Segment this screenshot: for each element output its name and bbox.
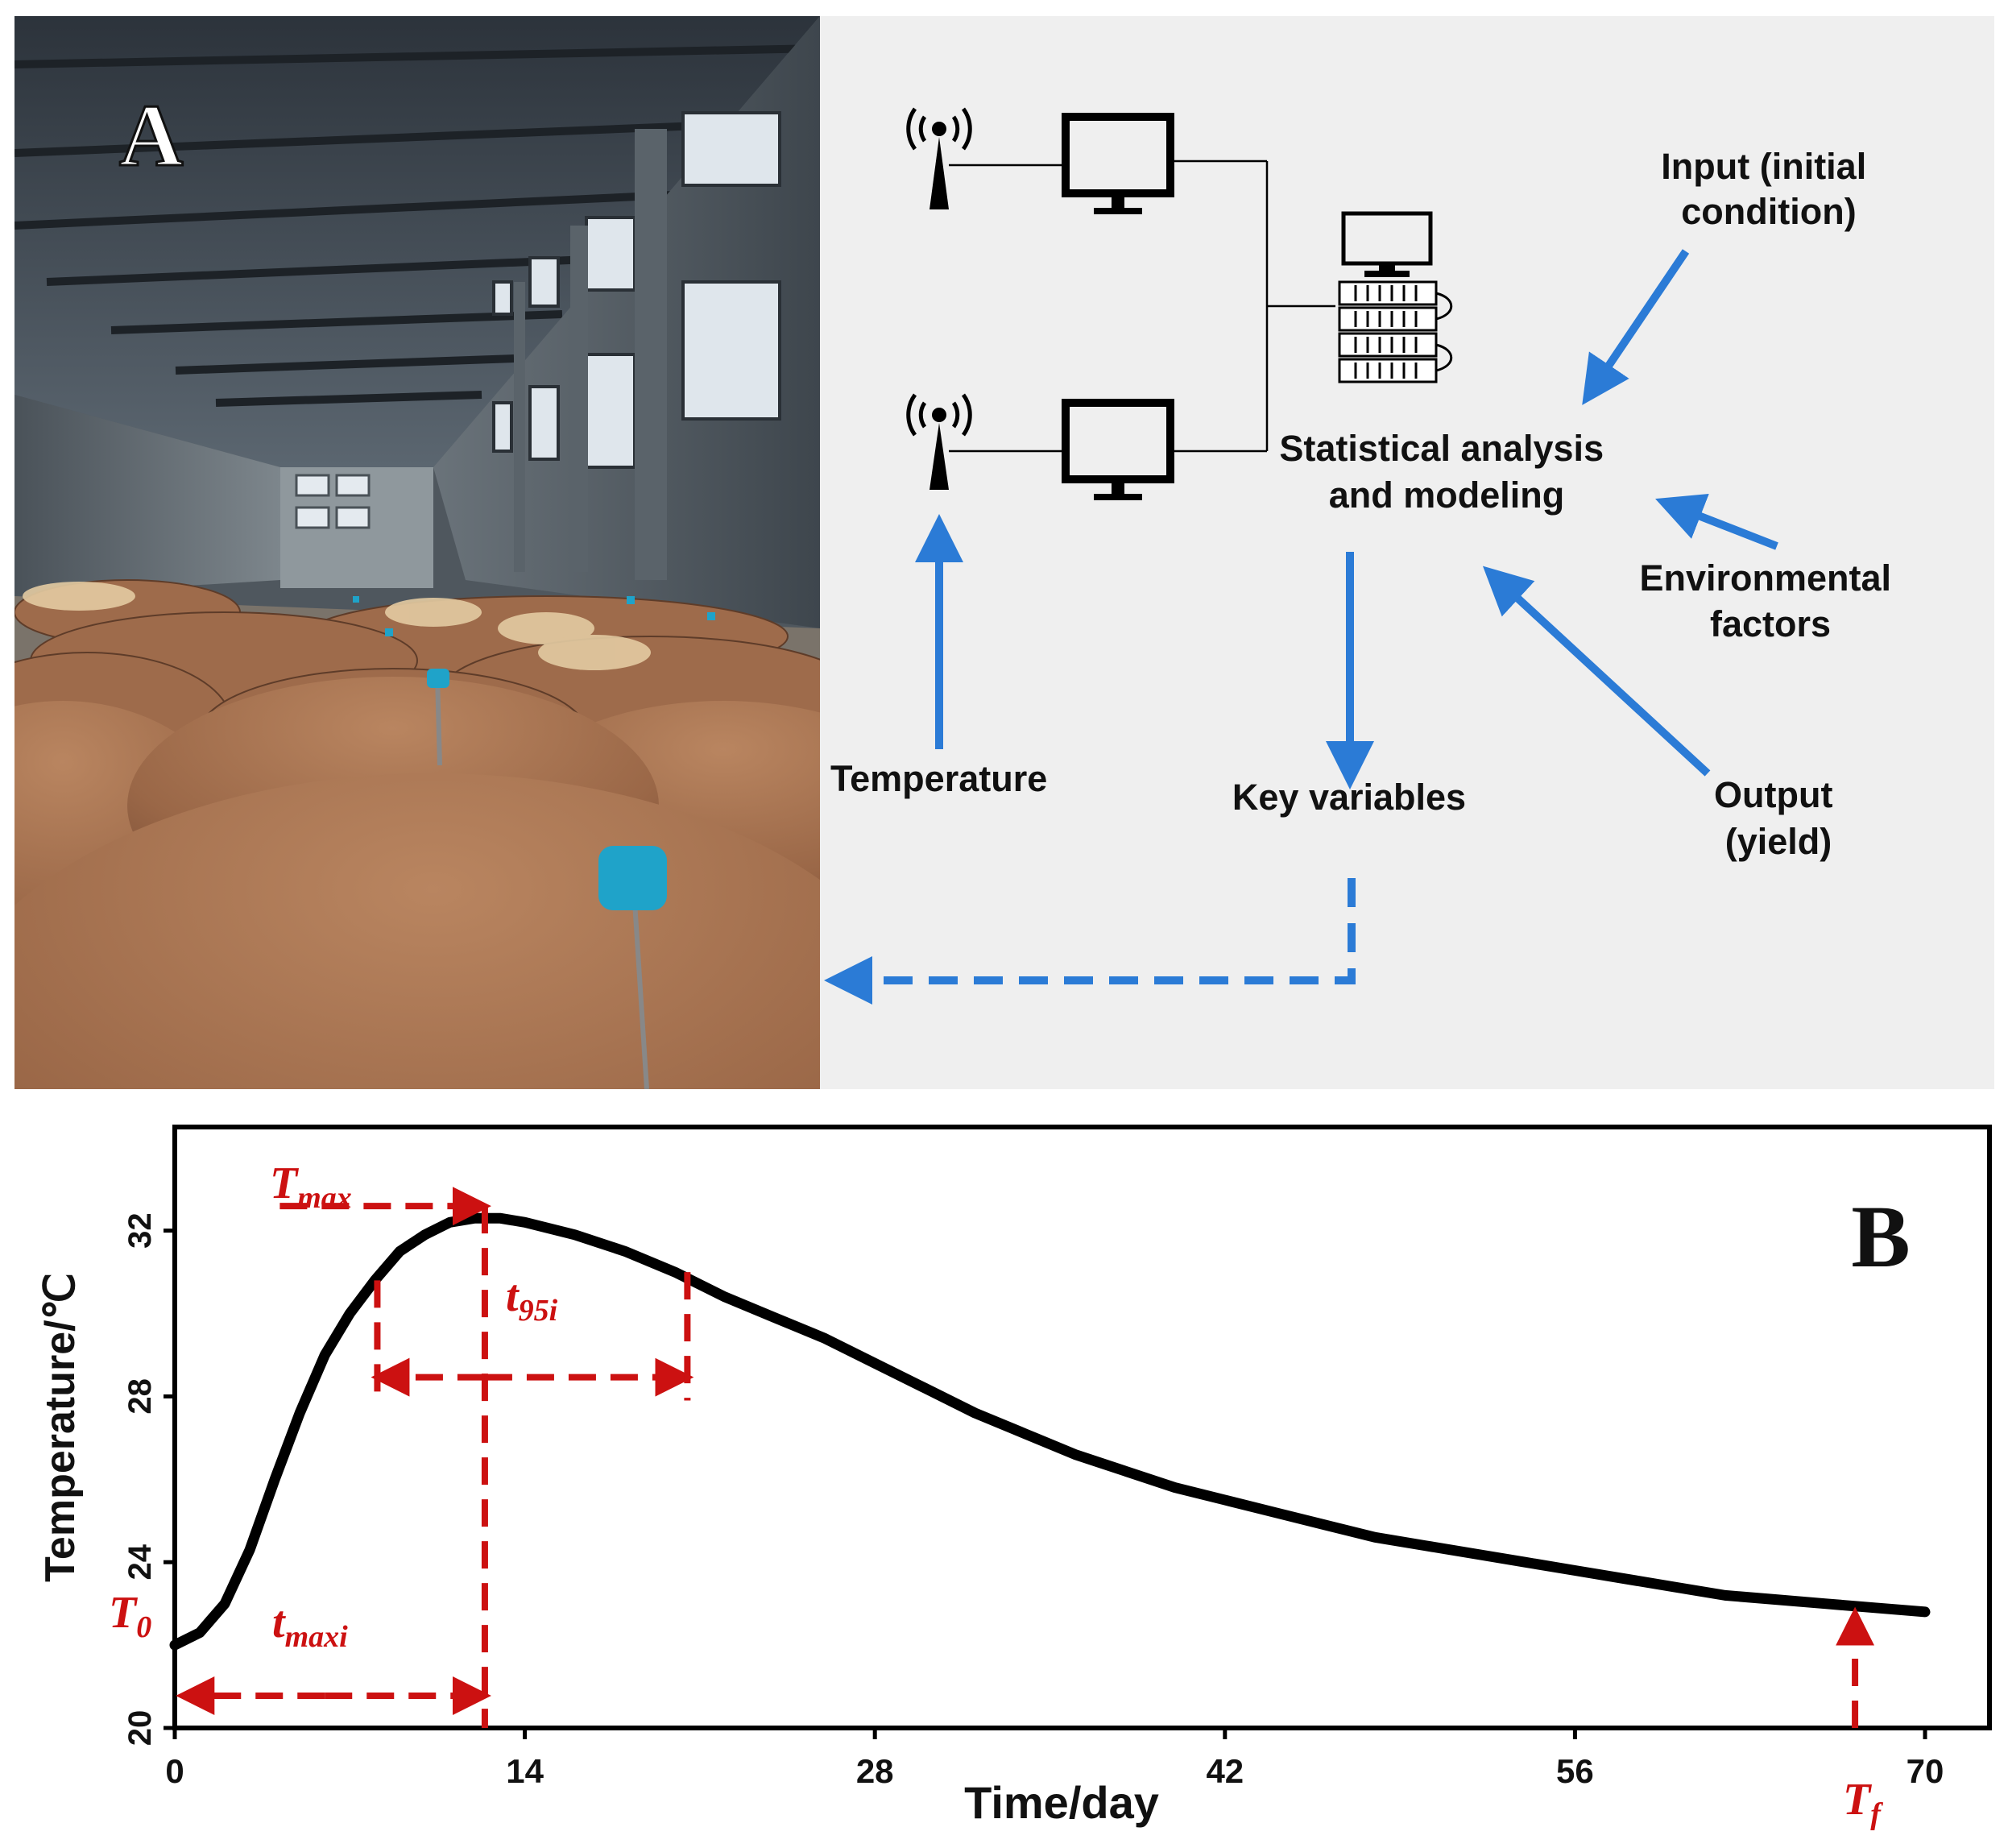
x-tick-label: 56	[1556, 1752, 1594, 1790]
annotation-lines	[176, 1187, 1875, 1728]
y-tick-label: 32	[122, 1212, 158, 1249]
t-maxi-label: tmaxi	[272, 1597, 348, 1654]
panel-b: 0 14 28 42 56 70 20 24 28 32 B Time/day Temperatu…	[0, 1089, 2008, 1844]
temperature-series-line	[169, 1212, 1931, 1651]
x-tick-label: 28	[856, 1752, 894, 1790]
connector-lines	[949, 160, 1335, 453]
environmental-factors-label: Environmental factors	[1639, 557, 1901, 644]
key-variables-label: Key variables	[1232, 777, 1466, 818]
feedback-arrow	[824, 878, 1356, 1005]
antenna-icon	[906, 107, 972, 209]
y-tick-label: 20	[122, 1710, 158, 1746]
warehouse-photo: A	[14, 16, 820, 1089]
diagram-background	[820, 16, 1994, 1089]
output-arrow	[1482, 566, 1711, 777]
x-tick-label: 0	[165, 1752, 184, 1790]
monitoring-diagram: Input (initial condition) Environmental …	[824, 107, 1901, 1005]
x-tick-label: 70	[1907, 1752, 1944, 1790]
y-tick-label: 24	[122, 1543, 158, 1580]
antenna-icon	[906, 393, 972, 490]
input-arrow	[1582, 249, 1690, 405]
t-max-label: Tmax	[270, 1158, 352, 1215]
panel-a-label-layer: A	[118, 85, 184, 186]
warehouse-photo-drawing	[14, 16, 820, 1089]
monitor-icon	[1062, 399, 1174, 500]
temperature-chart: 0 14 28 42 56 70 20 24 28 32 B Time/day Temperatu…	[37, 1125, 1992, 1831]
panel-b-label: B	[1851, 1187, 1910, 1286]
y-tick-label: 28	[122, 1378, 158, 1415]
temperature-label: Temperature	[830, 758, 1047, 799]
y-axis-title: Temperature/℃	[37, 1273, 84, 1582]
panel-a: A	[14, 16, 1994, 1089]
plot-frame	[172, 1125, 1992, 1730]
x-axis-title: Time/day	[964, 1777, 1159, 1828]
x-tick-label: 14	[506, 1752, 544, 1790]
flow-arrows	[824, 249, 1778, 1005]
monitor-icon	[1062, 113, 1174, 214]
t-95i-label: t95i	[506, 1271, 558, 1328]
input-label: Input (initial condition)	[1661, 146, 1876, 232]
environmental-arrow	[1655, 493, 1778, 550]
t-0-label: T0	[109, 1588, 151, 1644]
x-tick-label: 42	[1206, 1752, 1244, 1790]
axis-ticks: 0 14 28 42 56 70 20 24 28 32	[122, 1212, 1944, 1790]
panel-a-label: A	[119, 86, 183, 184]
analysis-label: Statistical analysis and modeling	[1279, 428, 1613, 516]
t-f-label: Tf	[1843, 1775, 1883, 1831]
server-icon	[1338, 211, 1453, 383]
output-label: Output (yield)	[1714, 774, 1843, 862]
